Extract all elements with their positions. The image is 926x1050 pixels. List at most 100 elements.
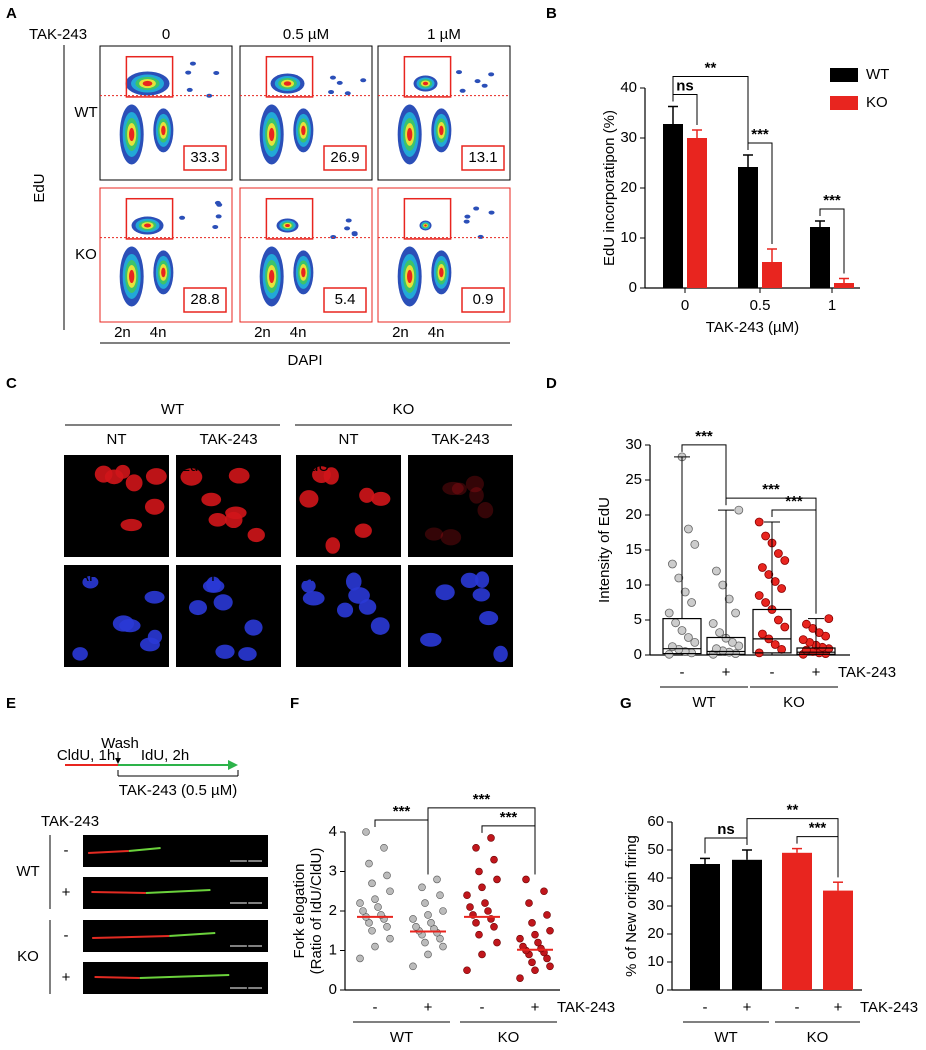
point	[754, 517, 764, 527]
point	[761, 531, 770, 541]
bar	[738, 167, 758, 288]
nucleus	[72, 647, 88, 661]
event	[360, 78, 367, 83]
event	[481, 83, 488, 88]
nucleus	[442, 481, 464, 495]
x-tick-label: +	[812, 664, 821, 681]
panel-letter: C	[6, 375, 17, 392]
x-tick-label: +	[834, 999, 843, 1016]
point	[475, 930, 483, 939]
dose-label: 0.5 µM	[283, 26, 329, 43]
stain-label: EdU	[300, 458, 329, 475]
density	[144, 223, 152, 228]
value-box	[183, 145, 227, 171]
genotype-label: WT	[16, 863, 39, 880]
gate	[125, 197, 174, 240]
fiber	[169, 932, 216, 937]
x-tick-label: -	[703, 999, 708, 1016]
y-tick-label: 4	[329, 823, 337, 840]
point	[531, 930, 539, 939]
density	[439, 267, 444, 278]
nucleus	[139, 637, 160, 652]
point	[546, 926, 554, 935]
fiber	[94, 976, 140, 979]
y-axis-sublabel: (Ratio of IdU/CldU)	[308, 848, 325, 975]
point	[359, 907, 367, 915]
point	[463, 966, 471, 975]
event	[179, 215, 186, 220]
nucleus	[247, 527, 265, 543]
event	[186, 87, 193, 92]
point	[436, 891, 444, 900]
point	[356, 899, 364, 907]
nucleus	[348, 587, 370, 604]
point	[824, 614, 834, 623]
ploidy-label: 2n	[392, 324, 409, 341]
event	[344, 91, 351, 96]
significance-label: ***	[823, 192, 841, 209]
point	[516, 934, 524, 943]
y-axis-label: Fork elogation	[291, 863, 308, 958]
x-tick-label: +	[531, 999, 540, 1016]
nucleus	[424, 527, 444, 541]
nucleus	[336, 602, 354, 618]
axis-label: DAPI	[287, 352, 322, 369]
gate	[403, 197, 452, 240]
y-axis-label: Intensity of EdU	[596, 497, 613, 603]
point	[436, 934, 444, 943]
y-tick-label: 10	[647, 953, 664, 970]
point	[543, 954, 551, 963]
step-label: IdU, 2h	[141, 747, 189, 764]
point	[671, 618, 680, 628]
point	[484, 907, 492, 915]
point	[712, 566, 721, 576]
point	[668, 642, 677, 651]
event	[189, 61, 196, 66]
point	[758, 563, 767, 572]
significance-bracket	[672, 76, 749, 150]
point	[424, 911, 432, 919]
bar	[762, 262, 782, 288]
x-tick-label: -	[770, 664, 775, 681]
arrow-head	[228, 760, 238, 770]
nucleus	[325, 537, 341, 554]
fiber	[91, 891, 146, 894]
nucleus	[144, 590, 165, 604]
panel-letter: E	[6, 695, 16, 712]
x-tick-label: -	[480, 999, 485, 1016]
point	[490, 855, 498, 864]
density	[283, 81, 292, 86]
point	[368, 926, 376, 935]
density	[407, 269, 413, 284]
percentage: 0.9	[473, 291, 494, 308]
point	[418, 883, 426, 892]
point	[374, 903, 382, 911]
value-box	[183, 287, 227, 313]
nucleus	[201, 492, 222, 507]
panel-letter: D	[546, 375, 557, 392]
treatment-label: TAK-243	[41, 813, 99, 830]
value-box	[323, 145, 367, 171]
point	[774, 615, 783, 625]
arrow-head	[115, 758, 121, 764]
nucleus	[475, 571, 490, 588]
genotype-label: KO	[17, 948, 39, 965]
y-tick-label: 0	[656, 981, 664, 998]
panel-letter: F	[290, 695, 299, 712]
point	[516, 974, 524, 982]
point	[674, 573, 684, 583]
axis-label: EdU	[31, 173, 48, 202]
y-tick-label: 30	[620, 129, 637, 146]
significance-label: ***	[785, 493, 803, 510]
point	[680, 587, 690, 597]
nucleus	[440, 529, 462, 546]
y-tick-label: 20	[647, 925, 664, 942]
density	[142, 80, 153, 87]
nucleus	[238, 647, 257, 661]
event	[212, 225, 219, 230]
scale-label: 20 µm	[225, 974, 267, 991]
point	[664, 608, 674, 618]
nucleus	[112, 615, 135, 632]
event	[344, 226, 351, 231]
